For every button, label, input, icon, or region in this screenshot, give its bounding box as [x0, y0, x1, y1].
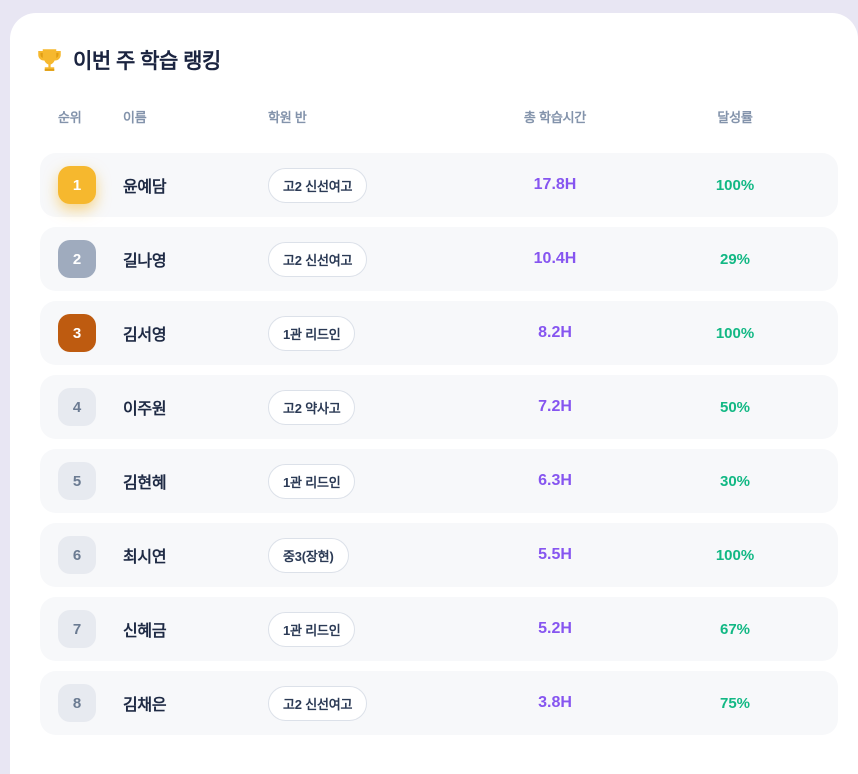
rank-badge: 5: [58, 462, 96, 500]
rank-badge: 2: [58, 240, 96, 278]
table-row: 7 신혜금 1관 리드인 5.2H 67%: [40, 597, 838, 661]
student-name: 신혜금: [123, 623, 167, 640]
achievement-rate-value: 100%: [715, 324, 755, 342]
class-badge: 1관 리드인: [268, 463, 356, 499]
class-badge: 1관 리드인: [268, 611, 356, 647]
class-badge: 고2 신선여고: [268, 167, 368, 203]
table-row: 1 윤예담 고2 신선여고 17.8H 100%: [40, 153, 838, 217]
rank-badge: 3: [58, 314, 96, 352]
card-header: 이번 주 학습 랭킹: [36, 45, 858, 75]
rank-cell: 1: [40, 166, 123, 204]
table-row: 5 김현혜 1관 리드인 6.3H 30%: [40, 449, 838, 513]
table-row: 2 길나영 고2 신선여고 10.4H 29%: [40, 227, 838, 291]
column-header-class: 학원 반: [268, 109, 307, 125]
achievement-rate-value: 50%: [719, 398, 751, 416]
class-cell: 1관 리드인: [268, 463, 460, 499]
rank-badge: 6: [58, 536, 96, 574]
student-name: 김서영: [123, 327, 167, 344]
class-cell: 중3(장현): [268, 537, 460, 573]
class-cell: 고2 신선여고: [268, 241, 460, 277]
table-row: 8 김채은 고2 신선여고 3.8H 75%: [40, 671, 838, 735]
column-header-time: 총 학습시간: [523, 109, 587, 125]
rank-cell: 4: [40, 388, 123, 426]
study-time-value: 5.5H: [538, 546, 572, 563]
achievement-rate-value: 67%: [719, 620, 751, 638]
rank-badge: 4: [58, 388, 96, 426]
study-time-value: 6.3H: [538, 472, 572, 489]
ranking-table: 순위 이름 학원 반 총 학습시간 달성률 1 윤예담 고2 신선여고 17.8…: [40, 105, 838, 735]
student-name: 최시연: [123, 549, 167, 566]
class-cell: 고2 약사고: [268, 389, 460, 425]
table-row: 3 김서영 1관 리드인 8.2H 100%: [40, 301, 838, 365]
class-cell: 고2 신선여고: [268, 167, 460, 203]
study-time-value: 8.2H: [538, 324, 572, 341]
student-name: 이주원: [123, 401, 167, 418]
student-name: 윤예담: [123, 179, 167, 196]
rank-cell: 2: [40, 240, 123, 278]
class-badge: 고2 약사고: [268, 389, 356, 425]
study-time-value: 3.8H: [538, 694, 572, 711]
class-badge: 고2 신선여고: [268, 685, 368, 721]
study-time-value: 5.2H: [538, 620, 572, 637]
ranking-card: 이번 주 학습 랭킹 순위 이름 학원 반 총 학습시간 달성률 1 윤예담 고…: [10, 13, 858, 774]
rank-cell: 7: [40, 610, 123, 648]
table-row: 6 최시연 중3(장현) 5.5H 100%: [40, 523, 838, 587]
achievement-rate-value: 75%: [719, 694, 751, 712]
ranking-list: 1 윤예담 고2 신선여고 17.8H 100% 2 길나영 고2 신선여고 1…: [40, 153, 838, 735]
class-badge: 1관 리드인: [268, 315, 356, 351]
rank-badge: 7: [58, 610, 96, 648]
class-badge: 중3(장현): [268, 537, 349, 573]
rank-badge: 8: [58, 684, 96, 722]
rank-badge: 1: [58, 166, 96, 204]
student-name: 김현혜: [123, 475, 167, 492]
study-time-value: 17.8H: [533, 176, 577, 193]
student-name: 김채은: [123, 697, 167, 714]
column-header-name: 이름: [123, 109, 147, 125]
class-cell: 고2 신선여고: [268, 685, 460, 721]
table-row: 4 이주원 고2 약사고 7.2H 50%: [40, 375, 838, 439]
rank-cell: 5: [40, 462, 123, 500]
rank-cell: 6: [40, 536, 123, 574]
achievement-rate-value: 100%: [715, 546, 755, 564]
trophy-icon: [36, 47, 63, 74]
table-header-row: 순위 이름 학원 반 총 학습시간 달성률: [40, 105, 838, 127]
achievement-rate-value: 100%: [715, 176, 755, 194]
page-title: 이번 주 학습 랭킹: [73, 50, 221, 73]
student-name: 길나영: [123, 253, 167, 270]
class-cell: 1관 리드인: [268, 611, 460, 647]
achievement-rate-value: 30%: [719, 472, 751, 490]
column-header-rank: 순위: [58, 109, 82, 125]
study-time-value: 7.2H: [538, 398, 572, 415]
column-header-rate: 달성률: [717, 109, 753, 125]
class-badge: 고2 신선여고: [268, 241, 368, 277]
rank-cell: 8: [40, 684, 123, 722]
rank-cell: 3: [40, 314, 123, 352]
study-time-value: 10.4H: [533, 250, 577, 267]
class-cell: 1관 리드인: [268, 315, 460, 351]
achievement-rate-value: 29%: [719, 250, 751, 268]
